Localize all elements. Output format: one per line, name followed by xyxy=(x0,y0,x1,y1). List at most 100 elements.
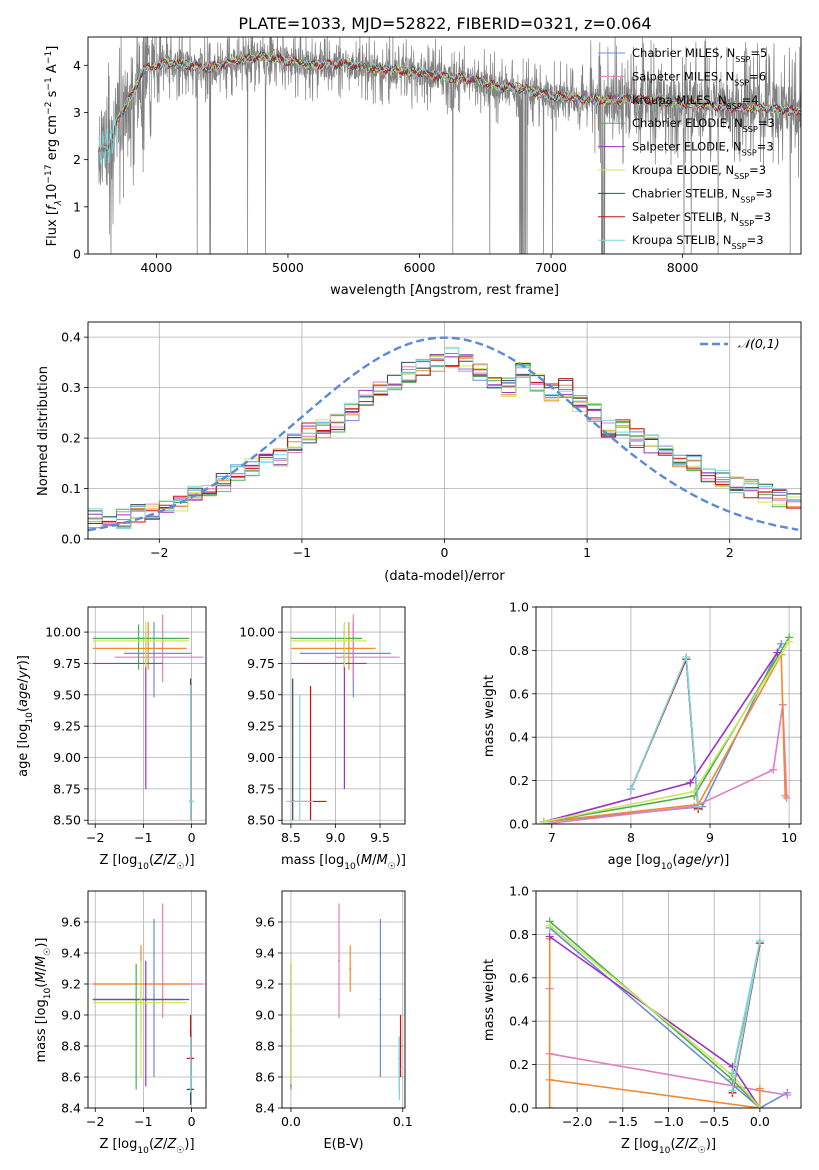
x-tick-label: 0.0 xyxy=(281,1114,301,1129)
data-point xyxy=(399,1045,402,1047)
plus-marker xyxy=(539,817,548,824)
plus-marker xyxy=(626,785,635,794)
legend-label: Salpeter MILES, NSSP=6 xyxy=(632,69,766,87)
y-tick-label: 9.50 xyxy=(53,687,81,702)
model-line xyxy=(98,49,801,153)
data-point xyxy=(298,800,301,803)
mass-weight-line xyxy=(543,704,788,824)
y-tick-label: 9.0 xyxy=(61,1008,81,1023)
x-tick-label: 0.0 xyxy=(750,1114,770,1129)
y-tick-label: 2 xyxy=(73,152,81,167)
legend-label: Chabrier MILES, NSSP=5 xyxy=(632,46,767,64)
normal-curve xyxy=(88,336,799,532)
age_vs_Z-plot-area xyxy=(92,614,204,821)
x-axis-label: Z [log10(Z/Z☉)] xyxy=(99,1137,194,1156)
x-tick-label: 8 xyxy=(627,830,635,845)
y-tick-label: 9.4 xyxy=(255,946,275,961)
mass_vs_ebv-plot-area xyxy=(289,903,402,1101)
plus-marker xyxy=(682,652,691,661)
y-tick-label: 9.00 xyxy=(247,750,275,765)
legend-label: 𝒩(0,1) xyxy=(738,336,780,351)
plus-marker xyxy=(694,802,703,811)
figure-title: PLATE=1033, MJD=52822, FIBERID=0321, z=0… xyxy=(238,14,651,33)
x-tick-label: 0 xyxy=(188,830,196,845)
y-tick-label: 0.4 xyxy=(509,730,529,745)
y-tick-label: 0.0 xyxy=(509,1101,529,1116)
plus-marker xyxy=(755,1084,764,1093)
y-tick-label: 9.4 xyxy=(61,946,81,961)
mass-weight-line xyxy=(549,935,761,1108)
x-tick-label: 9 xyxy=(706,830,714,845)
mass_vs_ebv-panel: 0.0 0.1 8.4 8.6 8.8 9.0 9.2 9.4 9.6 E(B-V) xyxy=(255,890,413,1152)
plus-marker xyxy=(777,639,786,648)
x-tick-label: 5000 xyxy=(272,260,304,275)
y-tick-label: 0.2 xyxy=(509,1057,529,1072)
x-axis-label: mass [log10(M/M☉)] xyxy=(281,853,406,872)
axes-frame xyxy=(87,890,207,1109)
y-tick-label: 9.25 xyxy=(53,719,81,734)
y-tick-label: 0.8 xyxy=(509,643,529,658)
spectrum-data-line xyxy=(98,37,801,254)
y-tick-label: 9.6 xyxy=(255,915,275,930)
plus-marker xyxy=(769,765,778,774)
age_vs_mass-plot-area xyxy=(286,614,400,821)
plus-marker xyxy=(545,921,554,930)
y-tick-label: 9.75 xyxy=(247,656,275,671)
y-tick-label: 10.00 xyxy=(45,625,81,640)
axes-frame xyxy=(87,36,802,255)
y-tick-label: 9.25 xyxy=(247,719,275,734)
plus-marker xyxy=(781,791,790,800)
y-tick-label: 0.1 xyxy=(61,481,81,496)
data-point xyxy=(343,639,346,642)
y-tick-label: 8.6 xyxy=(255,1070,275,1085)
y-tick-label: 1.0 xyxy=(509,600,529,615)
y-tick-label: 0.4 xyxy=(509,1014,529,1029)
spectrum-plot-area xyxy=(98,37,801,254)
spectrum-panel: 4000 5000 6000 7000 8000 0 1 2 3 4 Chabrier MILES,… xyxy=(44,36,802,298)
x-tick-label: −1 xyxy=(134,1114,152,1129)
x-tick-label: −1.5 xyxy=(608,1114,638,1129)
mass-weight-line xyxy=(543,651,786,823)
y-tick-label: 9.2 xyxy=(61,977,81,992)
legend-label: Salpeter ELODIE, NSSP=3 xyxy=(632,140,774,158)
x-tick-label: 8.5 xyxy=(281,830,301,845)
y-tick-label: 1.0 xyxy=(509,884,529,899)
data-point xyxy=(137,637,140,640)
massweight_vs_age-plot-area xyxy=(539,633,794,824)
x-tick-label: 7 xyxy=(548,830,556,845)
x-axis-label: E(B-V) xyxy=(323,1137,363,1152)
x-tick-label: −2 xyxy=(86,1114,104,1129)
axes-frame xyxy=(535,890,802,1109)
x-axis-label: Z [log10(Z/Z☉)] xyxy=(621,1137,716,1156)
x-tick-label: −1 xyxy=(134,830,152,845)
y-tick-label: 0.8 xyxy=(509,927,529,942)
plus-marker xyxy=(785,637,794,646)
y-tick-label: 8.50 xyxy=(53,813,81,828)
x-tick-label: 9.5 xyxy=(370,830,390,845)
y-tick-label: 0.0 xyxy=(509,817,529,832)
massweight_vs_Z-panel: −2.0 −1.5 −1.0 −0.5 0.0 0.0 0.2 0.4 0.6 0.8 1.0 Z [… xyxy=(482,884,802,1156)
y-tick-label: 8.4 xyxy=(61,1101,81,1116)
data-point xyxy=(189,1076,192,1078)
plus-marker xyxy=(728,1069,737,1078)
y-tick-label: 8.75 xyxy=(53,781,81,796)
x-axis-label: Z [log10(Z/Z☉)] xyxy=(99,853,194,872)
spectrum-legend: Chabrier MILES, NSSP=5 Salpeter MILES, NS… xyxy=(598,46,775,251)
legend-label: Kroupa ELODIE, NSSP=3 xyxy=(632,163,766,181)
y-tick-label: 8.4 xyxy=(255,1101,275,1116)
age_vs_Z-panel: −2 −1 0 8.50 8.75 9.00 9.25 9.50 9.75 10.00 Z [log… xyxy=(16,606,207,872)
y-tick-label: 9.0 xyxy=(255,1008,275,1023)
data-point xyxy=(139,1001,142,1004)
plus-marker xyxy=(545,1075,554,1084)
plus-marker xyxy=(545,932,554,941)
plus-marker xyxy=(686,778,695,787)
residuals-plot-area xyxy=(88,336,801,532)
massweight_vs_Z-plot-area xyxy=(545,917,792,1108)
y-tick-label: 0.2 xyxy=(509,773,529,788)
data-point xyxy=(144,639,147,642)
x-tick-label: 0 xyxy=(441,545,449,560)
mass-weight-line xyxy=(543,641,790,823)
mass_vs_Z-panel: −2 −1 0 8.4 8.6 8.8 9.0 9.2 9.4 9.6 Z [log10(Z/Z☉)… xyxy=(34,890,207,1156)
plus-marker xyxy=(783,1090,792,1099)
